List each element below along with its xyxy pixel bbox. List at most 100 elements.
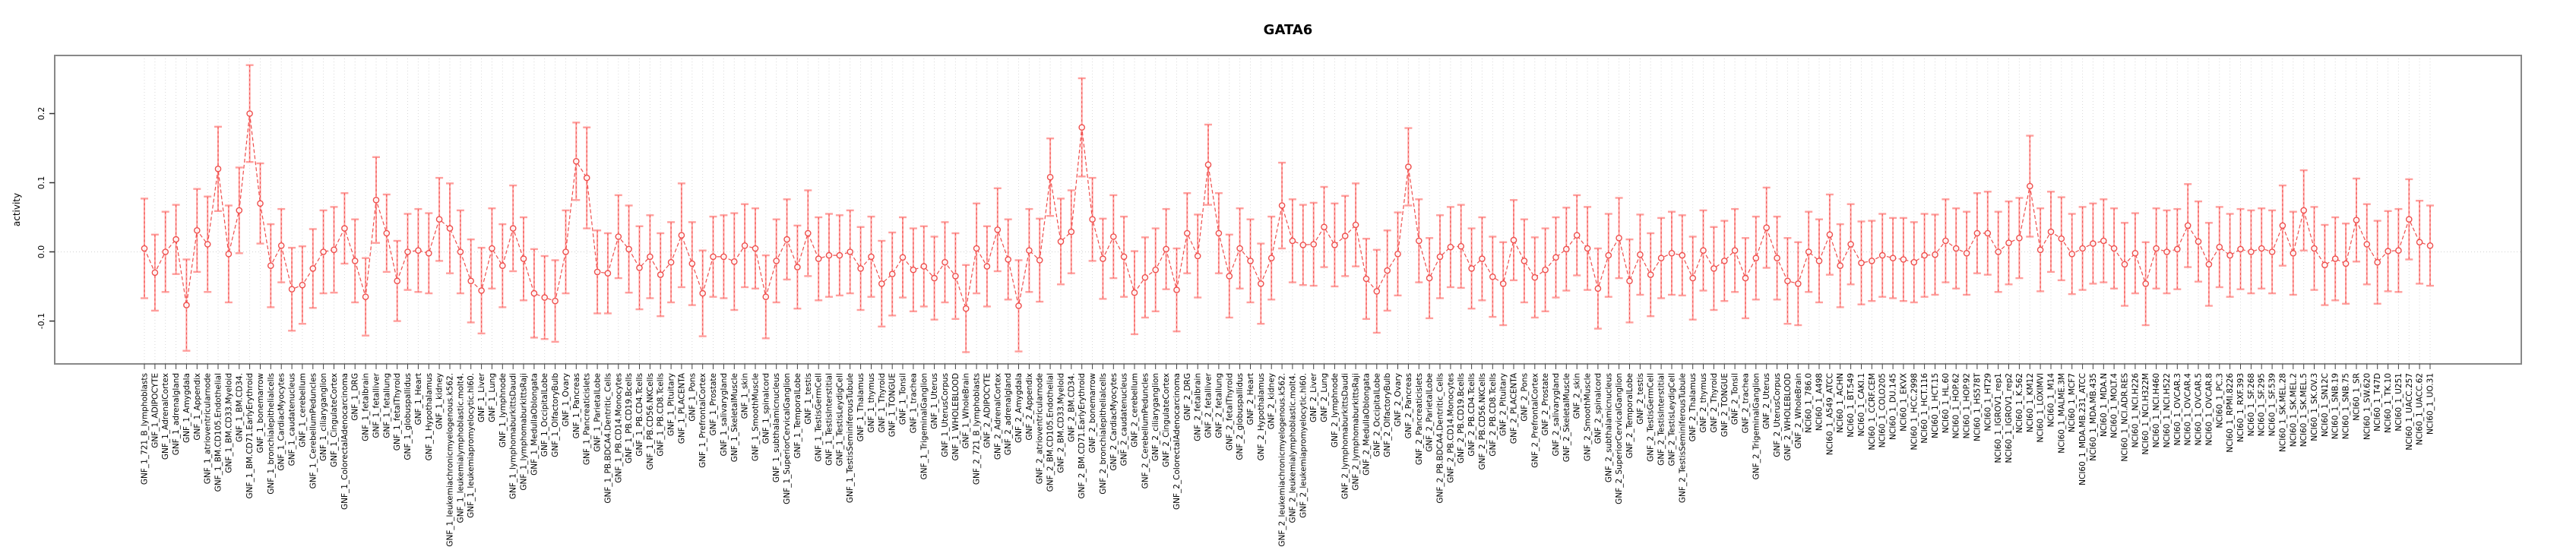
x-tick-label: GNF_1_CerebellumPeduncles	[309, 373, 318, 489]
x-tick-label: NCI60_1_SF.539	[2268, 373, 2277, 436]
x-tick-label: GNF_1_TestisGermCell	[815, 373, 824, 462]
data-point	[657, 271, 664, 278]
data-point	[1521, 258, 1528, 264]
x-tick-label: GNF_2_Hypothalamus	[1257, 373, 1266, 460]
data-point	[1963, 249, 1970, 257]
x-tick-label: GNF_1_Appendix	[193, 373, 202, 441]
data-point	[204, 241, 211, 248]
x-tick-label: NCI60_1_HT29	[1983, 373, 1992, 432]
x-tick-label: GNF_1_Tonsil	[899, 373, 908, 425]
data-point	[1921, 251, 1928, 259]
data-point	[1131, 289, 1138, 296]
data-point	[2321, 261, 2328, 269]
x-tick-label: GNF_2_DRG	[1183, 373, 1192, 421]
data-point	[394, 277, 401, 285]
data-point	[1341, 232, 1349, 239]
x-tick-label: NCI60_1_SF.268	[2247, 373, 2256, 436]
x-tick-label: GNF_2_atrioventricularnode	[1036, 373, 1045, 484]
data-point	[1015, 302, 1022, 309]
x-tick-label: NCI60_1_MCF7	[2068, 373, 2077, 432]
data-point	[983, 263, 991, 270]
x-tick-label: GNF_2_globuspallidus	[1236, 373, 1245, 460]
y-tick-label: 0.2	[36, 107, 46, 121]
x-tick-label: NCI60_1_OVCAR.3	[2173, 373, 2182, 446]
data-point	[1932, 251, 1938, 258]
data-point	[1152, 266, 1159, 274]
data-point	[667, 258, 675, 266]
x-tick-label: GNF_1_Pituitary	[667, 373, 676, 436]
data-point	[1331, 242, 1338, 248]
data-point	[2300, 207, 2307, 214]
x-tick-label: NCI60_1_UO.31	[2426, 373, 2435, 435]
x-tick-label: GNF_1_TONGUE	[888, 373, 897, 437]
data-point	[2268, 248, 2276, 255]
data-point	[2353, 217, 2360, 224]
x-tick-label: GNF_2_ciliaryganglion	[1151, 373, 1160, 461]
x-tick-label: GNF_2_ADIPOCYTE	[983, 373, 992, 448]
data-point	[2110, 245, 2118, 252]
data-point	[162, 248, 169, 255]
x-tick-label: GNF_2_adrenalgland	[1004, 373, 1013, 455]
x-tick-label: GNF_1_ADIPOCYTE	[150, 373, 160, 448]
x-tick-label: GNF_1_Lung	[488, 373, 497, 422]
x-tick-label: GNF_1_salivarygland	[720, 373, 729, 456]
data-point	[1416, 237, 1422, 245]
data-point	[541, 294, 549, 301]
data-point	[2026, 182, 2033, 190]
data-point	[1573, 232, 1581, 239]
x-tick-label: GNF_2_leukemiachronicmyelogenous.k562.	[1278, 373, 1287, 547]
x-tick-label: GNF_2_Heart	[1246, 373, 1255, 425]
x-tick-label: GNF_1_adrenalgland	[172, 373, 181, 455]
x-tick-label: NCI60_1_HL.60	[1941, 373, 1951, 433]
x-tick-label: NCI60_1_MDA.MB.231_ATCC	[2078, 373, 2087, 485]
data-point	[288, 286, 296, 293]
x-tick-label: NCI60_1_SW.620	[2362, 373, 2372, 440]
data-point	[351, 258, 359, 264]
x-tick-label: GNF_2_Appendix	[1025, 373, 1034, 441]
data-point	[836, 251, 843, 259]
x-tick-label: GNF_1_Thyroid	[878, 373, 887, 433]
data-point	[372, 196, 380, 204]
data-point	[920, 263, 928, 270]
x-tick-label: NCI60_1_U251	[2394, 373, 2404, 432]
x-tick-label: NCI60_1_NCI.H522	[2163, 373, 2172, 447]
x-tick-label: GNF_2_721_B_lymphoblasts	[973, 373, 982, 485]
data-point	[847, 248, 853, 255]
x-tick-label: NCI60_1_HCC.2998	[1910, 373, 1919, 450]
data-point	[1278, 202, 1286, 209]
data-point	[1531, 274, 1539, 281]
data-point	[183, 302, 190, 308]
x-tick-label: NCI60_1_SK.MEL.5	[2299, 373, 2309, 447]
data-point	[1668, 249, 1676, 257]
x-tick-label: GNF_2_lymphnode	[1331, 373, 1340, 447]
data-point	[1763, 224, 1770, 232]
data-point	[383, 229, 391, 237]
data-point	[1562, 245, 1570, 253]
x-tick-label: GNF_1_TestisLeydigCell	[835, 373, 844, 466]
data-point	[478, 287, 485, 294]
data-point	[362, 293, 369, 301]
x-tick-label: GNF_1_721_B_lymphoblasts	[141, 373, 150, 485]
data-point	[1078, 124, 1085, 131]
data-point	[2374, 258, 2381, 266]
x-tick-label: GNF_2_UterusCorpus	[1773, 373, 1782, 457]
x-tick-label: GNF_1_PB.CD19.Bcells	[625, 373, 634, 463]
x-tick-label: GNF_2_WholeBrain	[1794, 373, 1803, 449]
data-point	[1352, 221, 1359, 229]
x-tick-label: NCI60_1_RXF.393	[2236, 373, 2245, 442]
data-point	[331, 246, 337, 254]
x-tick-label: NCI60_1_MDA.MB.435	[2089, 373, 2098, 461]
data-point	[773, 258, 780, 264]
x-tick-label: GNF_1_CardiacMyocytes	[277, 373, 286, 471]
x-tick-label: GNF_2_PB.CD19.Bcells	[1457, 373, 1466, 463]
x-tick-label: GNF_2_Ovary	[1394, 373, 1403, 427]
x-tick-label: GNF_1_Uterus	[930, 373, 939, 429]
data-point	[1720, 258, 1728, 264]
y-tick-labels: -0.1 0.0 0.1 0.2	[36, 107, 46, 330]
data-point	[1068, 228, 1075, 236]
data-point	[1868, 258, 1875, 264]
x-tick-label: GNF_1_PLACENTA	[677, 372, 686, 444]
x-tick-label: NCI60_1_NCI.ADR.RES	[2121, 373, 2130, 462]
plot-border	[54, 55, 2522, 365]
data-point	[1542, 266, 1549, 274]
